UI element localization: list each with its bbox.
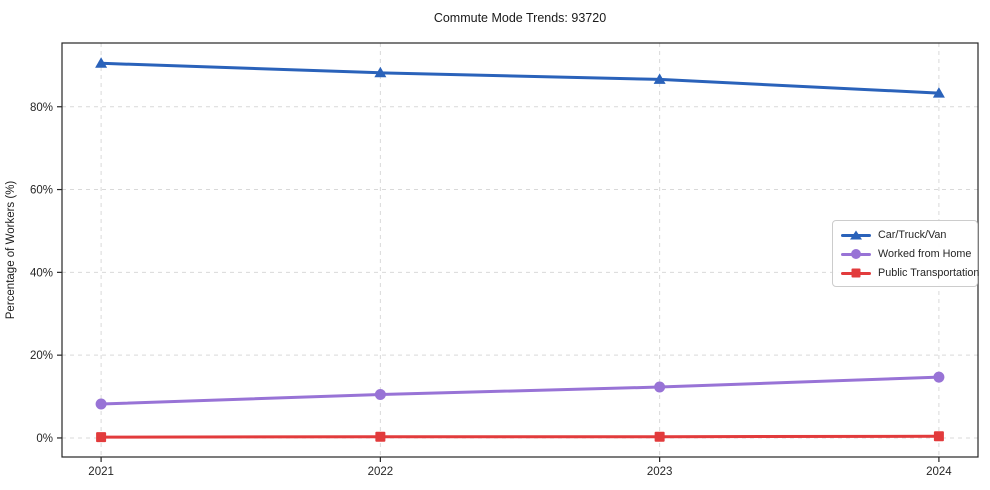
marker-circle-worked-from-home (933, 371, 945, 383)
legend-item-car-truck-van: Car/Truck/Van (841, 227, 969, 242)
chart-title: Commute Mode Trends: 93720 (434, 11, 606, 25)
legend-marker-triangle-icon (850, 230, 862, 239)
marker-triangle-car-truck-van (653, 73, 666, 84)
marker-square-public-transportation (933, 431, 944, 442)
y-tick-label: 60% (30, 185, 53, 197)
series-line-car-truck-van (99, 61, 941, 95)
x-tick-label: 2024 (926, 466, 952, 478)
legend-sample-circle-icon (841, 248, 871, 260)
marker-square-public-transportation (654, 431, 665, 442)
marker-triangle-car-truck-van (374, 66, 387, 78)
x-tick-label: 2022 (368, 466, 394, 478)
legend-label: Car/Truck/Van (878, 228, 947, 241)
marker-circle-worked-from-home (374, 388, 386, 400)
y-tick-label: 40% (30, 267, 53, 279)
legend-item-public-transportation: Public Transportation (841, 265, 979, 280)
x-tick-label: 2023 (647, 466, 673, 478)
marker-circle-worked-from-home (654, 381, 666, 393)
x-tick-label: 2021 (88, 466, 114, 478)
legend-item-worked-from-home: Worked from Home (841, 246, 972, 261)
marker-square-public-transportation (375, 431, 386, 442)
y-tick-label: 0% (36, 433, 53, 445)
grid-layer (62, 43, 978, 457)
marker-triangle-car-truck-van (95, 57, 108, 68)
legend-label: Worked from Home (878, 247, 972, 260)
y-tick-label: 80% (30, 102, 53, 114)
legend-marker-square-icon (851, 268, 861, 277)
plot-border (61, 42, 979, 458)
legend: Car/Truck/Van Worked from Home Public Tran… (832, 220, 979, 287)
legend-marker-circle-icon (851, 248, 861, 259)
marker-square-public-transportation (96, 432, 107, 443)
legend-label: Public Transportation (878, 266, 980, 279)
y-tick-label: 20% (30, 350, 53, 362)
marker-triangle-car-truck-van (932, 87, 945, 98)
legend-sample-square-icon (841, 267, 871, 279)
series-line-worked-from-home (99, 375, 941, 406)
marker-circle-worked-from-home (95, 398, 107, 410)
legend-sample-triangle-icon (841, 229, 871, 241)
axes-layer: 0% 20% 40% 60% 80% 2021 2022 2023 2024 (30, 42, 979, 478)
series-layer (95, 57, 945, 443)
series-line-public-transportation (99, 434, 941, 439)
y-axis-label: Percentage of Workers (%) (5, 181, 17, 320)
